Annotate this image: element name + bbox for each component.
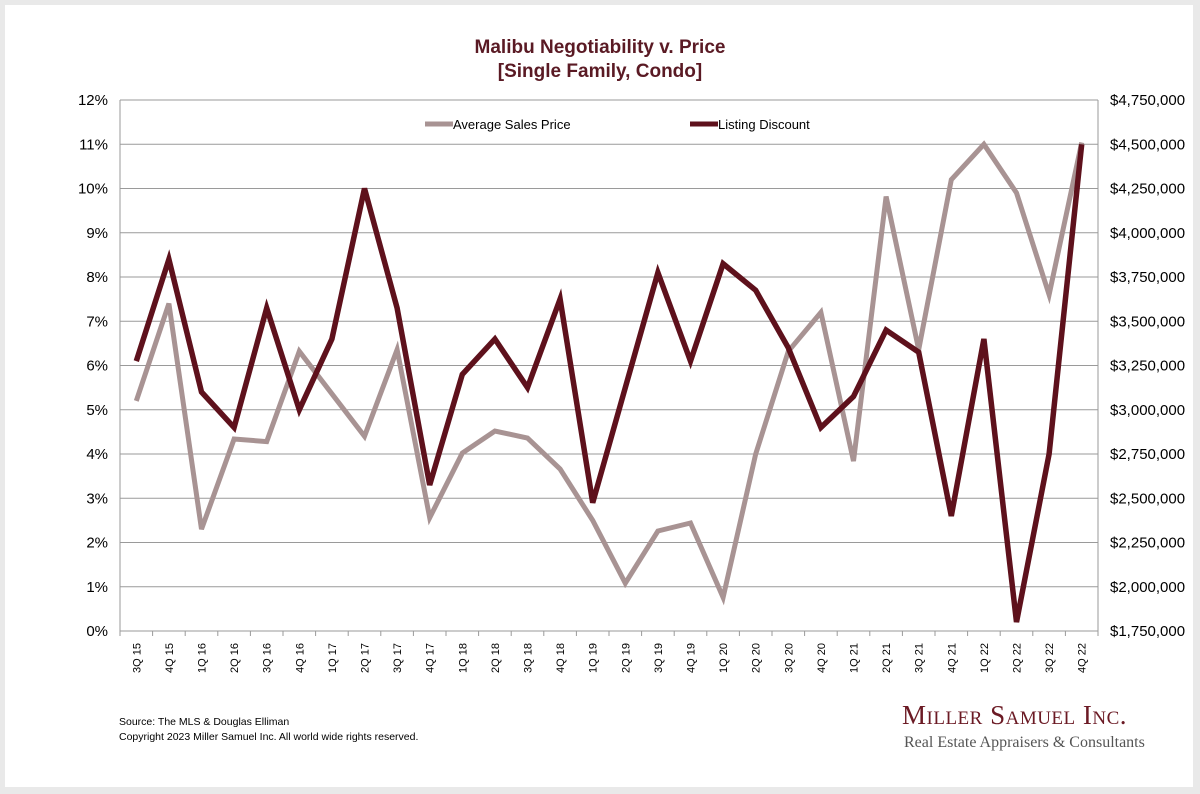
x-tick-label: 3Q 21: [914, 643, 926, 673]
x-tick-label: 1Q 21: [849, 643, 861, 673]
company-logo: Miller Samuel Inc.: [902, 700, 1127, 731]
y-left-tick-label: 6%: [86, 358, 108, 375]
x-tick-label: 4Q 19: [686, 643, 698, 673]
x-tick-label: 3Q 17: [392, 643, 404, 673]
y-right-tick-label: $3,000,000: [1110, 402, 1185, 419]
copyright-note: Copyright 2023 Miller Samuel Inc. All wo…: [119, 731, 419, 743]
x-tick-label: 1Q 18: [457, 643, 469, 673]
x-tick-label: 4Q 22: [1077, 643, 1089, 673]
y-right-tick-label: $3,750,000: [1110, 269, 1185, 286]
x-tick-label: 3Q 19: [653, 643, 665, 673]
legend-label: Listing Discount: [718, 117, 810, 132]
x-tick-label: 1Q 16: [197, 643, 209, 673]
x-tick-label: 4Q 18: [555, 643, 567, 673]
source-note: Source: The MLS & Douglas Elliman: [119, 716, 290, 728]
x-tick-label: 3Q 22: [1044, 643, 1056, 673]
x-tick-label: 2Q 20: [751, 643, 763, 673]
legend: Average Sales Price Listing Discount: [425, 117, 810, 132]
x-tick-label: 1Q 20: [718, 643, 730, 673]
series-line: [133, 144, 1085, 623]
x-tick-label: 2Q 16: [229, 643, 241, 673]
y-right-tick-label: $4,500,000: [1110, 136, 1185, 153]
y-left-tick-label: 11%: [79, 136, 108, 153]
axis-layer: 0% $1,750,000 1% $2,000,000 2% $2,250,000 3% $2…: [78, 92, 1185, 673]
x-tick-label: 3Q 16: [262, 643, 274, 673]
y-left-tick-label: 2%: [86, 535, 108, 552]
y-right-tick-label: $4,000,000: [1110, 225, 1185, 242]
chart-title-line1: Malibu Negotiability v. Price: [474, 37, 726, 58]
y-right-tick-label: $1,750,000: [1110, 623, 1185, 640]
y-left-tick-label: 1%: [86, 579, 108, 596]
y-right-tick-label: $2,500,000: [1110, 490, 1185, 507]
x-tick-label: 4Q 21: [946, 643, 958, 673]
y-left-tick-label: 0%: [86, 623, 108, 640]
y-right-tick-label: $2,000,000: [1110, 579, 1185, 596]
x-tick-label: 3Q 15: [131, 643, 143, 673]
chart-title-line2: [Single Family, Condo]: [497, 61, 703, 82]
y-right-tick-label: $4,250,000: [1110, 181, 1185, 198]
series-layer: [133, 140, 1085, 623]
y-left-tick-label: 10%: [78, 181, 108, 198]
x-tick-label: 1Q 22: [979, 643, 991, 673]
series-line: [133, 140, 1085, 606]
x-tick-label: 4Q 16: [294, 643, 306, 673]
x-tick-label: 2Q 22: [1012, 643, 1024, 673]
y-left-tick-label: 5%: [86, 402, 108, 419]
y-right-tick-label: $2,250,000: [1110, 535, 1185, 552]
y-left-tick-label: 3%: [86, 490, 108, 507]
x-tick-label: 3Q 18: [523, 643, 535, 673]
x-tick-label: 3Q 20: [783, 643, 795, 673]
x-tick-label: 4Q 20: [816, 643, 828, 673]
x-tick-label: 4Q 15: [164, 643, 176, 673]
x-tick-label: 2Q 21: [881, 643, 893, 673]
x-tick-label: 2Q 19: [620, 643, 632, 673]
company-tagline: Real Estate Appraisers & Consultants: [904, 734, 1145, 751]
y-left-tick-label: 9%: [86, 225, 108, 242]
y-left-tick-label: 8%: [86, 269, 108, 286]
legend-label: Average Sales Price: [453, 117, 571, 132]
y-right-tick-label: $2,750,000: [1110, 446, 1185, 463]
y-right-tick-label: $4,750,000: [1110, 92, 1185, 109]
y-left-tick-label: 12%: [78, 92, 108, 109]
y-left-tick-label: 4%: [86, 446, 108, 463]
x-tick-label: 2Q 17: [360, 643, 372, 673]
y-left-tick-label: 7%: [86, 313, 108, 330]
y-right-tick-label: $3,250,000: [1110, 358, 1185, 375]
y-right-tick-label: $3,500,000: [1110, 313, 1185, 330]
logo-text: Miller Samuel Inc.: [902, 700, 1128, 730]
x-tick-label: 1Q 19: [588, 643, 600, 673]
x-tick-label: 4Q 17: [425, 643, 437, 673]
x-tick-label: 1Q 17: [327, 643, 339, 673]
x-tick-label: 2Q 18: [490, 643, 502, 673]
